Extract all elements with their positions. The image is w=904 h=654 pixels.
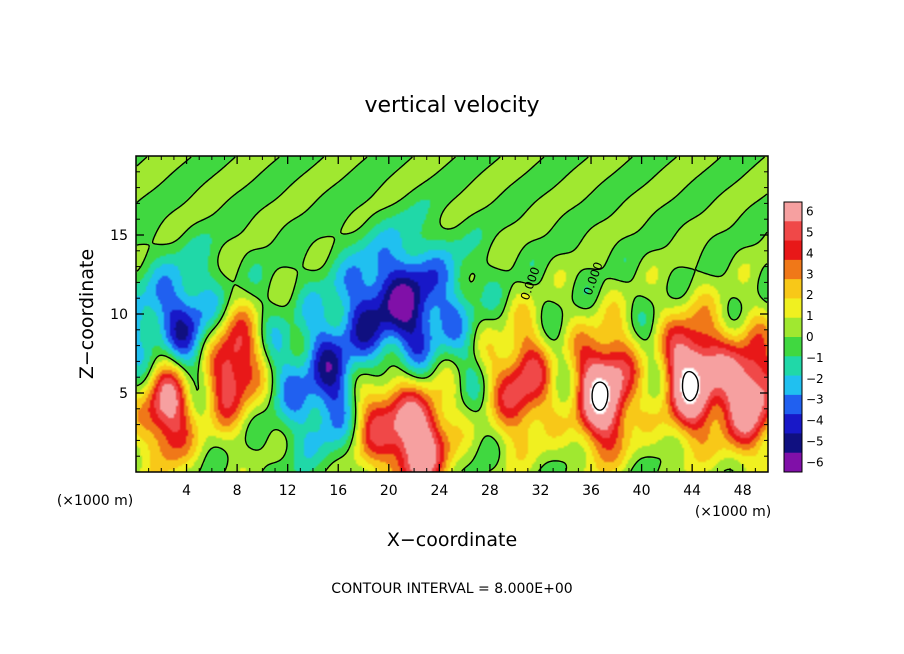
contour-interval-note: CONTOUR INTERVAL = 8.000E+00 [331,581,572,597]
x-tick-label: 12 [279,483,297,499]
colorbar-swatch [784,221,802,242]
colorbar-label: 4 [806,246,814,260]
x-tick-label: 8 [233,483,242,499]
contour-lines [136,156,768,472]
chart-title: vertical velocity [364,93,539,118]
x-tick-label: 28 [481,483,499,499]
colorbar-swatch [784,356,802,377]
colorbar-frame [783,201,803,473]
colorbar-swatch [784,279,802,299]
x-tick-label: 32 [532,483,550,499]
colorbar-swatch [784,375,802,396]
colorbar-swatch [784,259,802,280]
contour-line [136,156,768,472]
x-axis-ticks: 4 8 12 16 20 24 28 32 36 40 44 48 [148,156,756,499]
colorbar-swatch [784,240,802,261]
colorbar-label: −1 [806,351,824,365]
x-unit-left: (×1000 m) [57,493,133,509]
colorbar-label: 0 [806,330,814,344]
colorbar-label: 1 [806,309,814,323]
plot-area: 0.000 0.000 [135,155,769,473]
y-axis-ticks: 5 10 15 [110,171,768,457]
colorbar-swatch [784,317,802,338]
colorbar-label: 3 [806,267,814,281]
colorbar-swatch [784,298,802,319]
x-axis-label: X−coordinate [387,529,517,551]
colorbar-swatch [784,414,802,434]
y-tick-label: 15 [110,228,128,244]
heatmap-field [136,156,768,472]
y-axis-label: Z−coordinate [76,249,98,379]
colorbar-swatch [784,394,802,415]
colorbar-swatch [784,202,802,222]
y-tick-label: 10 [110,307,128,323]
y-tick-label: 5 [119,386,128,402]
colorbar-label: −2 [806,372,824,386]
x-tick-label: 48 [734,483,752,499]
colorbar-label: 6 [806,205,814,219]
colorbar-label: 5 [806,226,814,240]
x-tick-label: 36 [582,483,600,499]
x-tick-label: 40 [633,483,651,499]
colorbar-label: −4 [806,414,824,428]
colorbar-label: −6 [806,455,824,469]
x-tick-label: 44 [683,483,701,499]
contour-line [591,370,699,411]
colorbar-label: −5 [806,434,824,448]
x-unit-right: (×1000 m) [695,504,771,520]
colorbar-swatch [784,452,802,473]
colorbar-label: −3 [806,393,824,407]
colorbar: 6 5 4 3 2 1 0 −1 −2 −3 −4 −5 −6 [783,201,824,473]
x-tick-label: 4 [182,483,191,499]
colorbar-swatch [784,337,802,357]
colorbar-label: 2 [806,288,814,302]
colorbar-swatch [784,433,802,454]
x-tick-label: 20 [380,483,398,499]
x-tick-label: 24 [430,483,448,499]
x-tick-label: 16 [329,483,347,499]
